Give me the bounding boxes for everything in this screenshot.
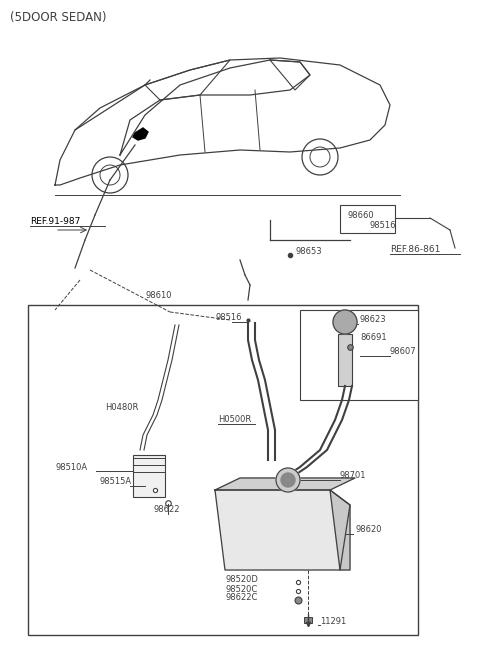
Bar (338, 334, 352, 386)
Text: 98516: 98516 (370, 221, 396, 230)
Bar (28, 305, 418, 635)
Text: 98515A: 98515A (100, 478, 132, 487)
Text: 98510A: 98510A (55, 463, 87, 472)
Polygon shape (330, 490, 350, 570)
Text: 98653: 98653 (295, 247, 322, 256)
Text: 98520D: 98520D (225, 576, 258, 585)
Text: REF.91-987: REF.91-987 (30, 217, 80, 227)
Circle shape (281, 473, 295, 487)
Bar (300, 310, 418, 400)
Text: 98622: 98622 (153, 506, 180, 515)
Text: REF.86-861: REF.86-861 (390, 245, 440, 254)
Polygon shape (215, 478, 355, 490)
Polygon shape (215, 490, 350, 570)
Text: (5DOOR SEDAN): (5DOOR SEDAN) (10, 12, 107, 25)
Circle shape (333, 310, 357, 334)
Text: 98701: 98701 (340, 472, 367, 480)
Text: H0500R: H0500R (218, 415, 251, 424)
Text: 98620: 98620 (355, 526, 382, 535)
Text: 98623: 98623 (360, 315, 386, 324)
Text: 98607: 98607 (390, 347, 417, 356)
Bar (340, 205, 395, 233)
Bar (133, 455, 165, 497)
Circle shape (276, 468, 300, 492)
Text: 98520C: 98520C (225, 585, 257, 593)
Text: 98622C: 98622C (225, 593, 257, 602)
Text: 98610: 98610 (145, 291, 171, 299)
Text: H0480R: H0480R (105, 404, 138, 413)
Text: 98516: 98516 (215, 313, 241, 323)
Text: 98660: 98660 (348, 210, 374, 219)
Polygon shape (133, 128, 148, 140)
Text: 86691: 86691 (360, 334, 386, 343)
Bar (304, 617, 312, 623)
Text: 11291: 11291 (320, 617, 346, 626)
